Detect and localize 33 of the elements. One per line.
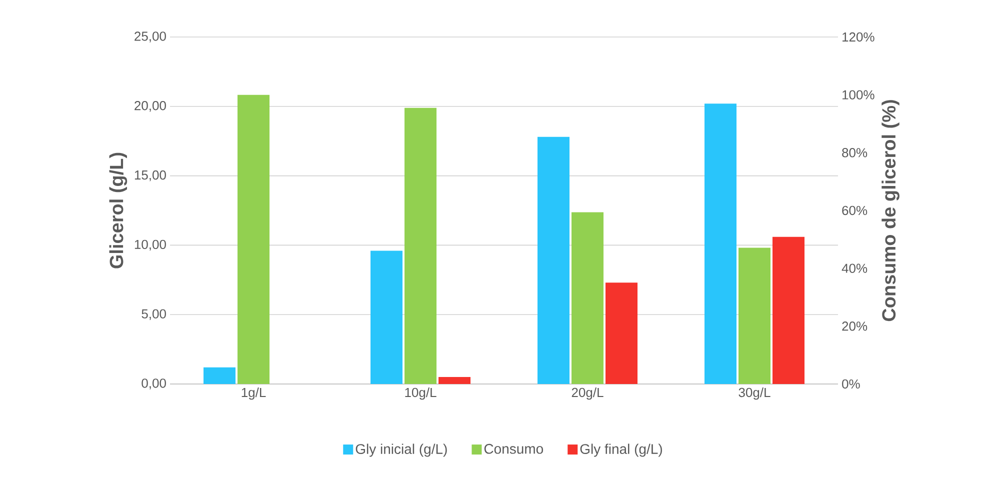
legend-label: Gly final (g/L) — [580, 444, 662, 457]
y2-axis-title: Consumo de glicerol (%) — [882, 100, 900, 322]
y-tick-label: 20,00 — [134, 101, 166, 112]
bar — [370, 250, 403, 384]
bar — [772, 236, 804, 384]
x-tick-label: 1g/L — [242, 388, 266, 400]
bar — [704, 104, 736, 384]
x-tick-label: 20g/L — [572, 388, 604, 400]
y-tick-label: 15,00 — [134, 170, 166, 182]
x-tick-label: 30g/L — [738, 388, 770, 400]
y2-tick-label: 60% — [842, 206, 868, 216]
y2-tick-label: 0% — [842, 379, 860, 389]
x-tick-label: 10g/L — [405, 388, 436, 400]
y2-tick-label: 100% — [842, 90, 874, 100]
bar — [438, 377, 471, 384]
y-tick-label: 0,00 — [142, 378, 166, 390]
legend-label: Consumo — [484, 444, 544, 454]
y2-tick-label: 20% — [842, 322, 868, 331]
bar — [204, 367, 236, 384]
y-tick-label: 25,00 — [134, 32, 166, 42]
y2-tick-label: 120% — [842, 32, 874, 42]
bar — [238, 94, 270, 384]
y-axis-title: Glicerol (g/L) — [109, 152, 128, 268]
bar — [538, 136, 570, 384]
y-tick-label: 5,00 — [142, 309, 166, 320]
y2-tick-label: 40% — [842, 264, 868, 273]
legend-label: Gly inicial (g/L) — [356, 444, 447, 457]
bar — [572, 212, 604, 384]
y2-tick-label: 80% — [842, 148, 868, 158]
bar — [404, 108, 437, 384]
y-tick-label: 10,00 — [134, 240, 166, 251]
bar — [606, 282, 638, 384]
bar — [738, 248, 770, 384]
